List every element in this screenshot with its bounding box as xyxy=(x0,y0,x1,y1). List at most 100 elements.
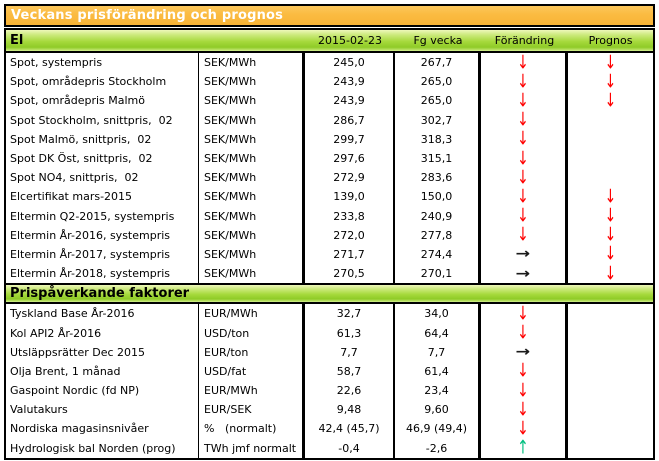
current-value: 58,7 xyxy=(305,361,395,381)
forecast-cell xyxy=(568,381,653,400)
current-value: 233,8 xyxy=(305,206,395,226)
row-unit: EUR/ton xyxy=(199,342,305,362)
forecast-cell: ↓ xyxy=(568,91,653,111)
table-row: Eltermin År-2017, systempris SEK/MWh 271… xyxy=(6,244,653,265)
previous-value: 274,4 xyxy=(395,244,481,265)
row-label: Hydrologisk bal Norden (prog) xyxy=(6,438,199,458)
forecast-cell xyxy=(568,304,653,323)
row-label: Spot, systempris xyxy=(6,53,199,73)
price-table: El 2015-02-23 Fg vecka Förändring Progno… xyxy=(4,28,655,460)
forecast-cell xyxy=(568,130,653,149)
column-header-date: 2015-02-23 xyxy=(318,34,382,47)
current-value: 42,4 (45,7) xyxy=(305,419,395,439)
row-unit: EUR/MWh xyxy=(199,304,305,324)
table-row: Eltermin År-2018, systempris SEK/MWh 270… xyxy=(6,264,653,284)
previous-value: 277,8 xyxy=(395,225,481,245)
arrow-down-icon: ↓ xyxy=(604,264,617,284)
arrow-down-icon: ↓ xyxy=(517,381,529,401)
row-label: Eltermin År-2017, systempris xyxy=(6,244,199,265)
current-value: 61,3 xyxy=(305,323,395,343)
current-value: 299,7 xyxy=(305,129,395,149)
forecast-cell xyxy=(568,323,653,342)
row-unit: SEK/MWh xyxy=(199,91,305,111)
arrow-down-icon: ↓ xyxy=(517,323,529,343)
row-label: Kol API2 År-2016 xyxy=(6,323,199,343)
forecast-cell: ↓ xyxy=(568,53,653,72)
change-cell: ↓ xyxy=(481,323,568,343)
arrow-down-icon: ↓ xyxy=(517,400,529,420)
forecast-cell xyxy=(568,111,653,130)
row-unit: SEK/MWh xyxy=(199,206,305,226)
table-row: Olja Brent, 1 månad USD/fat 58,7 61,4 ↓ xyxy=(6,361,653,381)
forecast-cell: ↓ xyxy=(568,226,653,245)
row-label: Valutakurs xyxy=(6,400,199,420)
previous-value: 283,6 xyxy=(395,168,481,188)
previous-value: 318,3 xyxy=(395,129,481,149)
row-unit: SEK/MWh xyxy=(199,53,305,73)
row-label: Elcertifikat mars-2015 xyxy=(6,187,199,207)
arrow-down-icon: ↓ xyxy=(517,187,529,207)
row-label: Spot Malmö, snittpris, 02 xyxy=(6,129,199,149)
row-unit: SEK/MWh xyxy=(199,168,305,188)
table-row: Utsläppsrätter Dec 2015 EUR/ton 7,7 7,7 … xyxy=(6,342,653,362)
change-cell: ↓ xyxy=(481,110,568,130)
change-cell: ↑ xyxy=(481,438,568,458)
change-cell: ↓ xyxy=(481,187,568,207)
previous-value: 270,1 xyxy=(395,264,481,284)
previous-value: 7,7 xyxy=(395,342,481,362)
current-value: 243,9 xyxy=(305,72,395,92)
arrow-down-icon: ↓ xyxy=(517,168,529,188)
el-rows: Spot, systempris SEK/MWh 245,0 267,7 ↓ ↓… xyxy=(6,53,653,284)
row-unit: USD/fat xyxy=(199,361,305,381)
previous-value: 9,60 xyxy=(395,400,481,420)
row-label: Spot DK Öst, snittpris, 02 xyxy=(6,148,199,169)
previous-value: 34,0 xyxy=(395,304,481,324)
current-value: 272,0 xyxy=(305,225,395,245)
row-unit: SEK/MWh xyxy=(199,72,305,92)
current-value: 22,6 xyxy=(305,381,395,401)
row-label: Nordiska magasinsnivåer xyxy=(6,419,199,439)
previous-value: 150,0 xyxy=(395,187,481,207)
row-unit: TWh jmf normalt xyxy=(199,438,305,458)
arrow-down-icon: ↓ xyxy=(517,148,529,169)
previous-value: 64,4 xyxy=(395,323,481,343)
change-cell: → xyxy=(481,264,568,284)
forecast-cell xyxy=(568,149,653,168)
arrow-right-icon: → xyxy=(515,246,531,263)
previous-value: 267,7 xyxy=(395,53,481,73)
previous-value: 23,4 xyxy=(395,381,481,401)
row-label: Spot, områdepris Stockholm xyxy=(6,72,199,92)
row-label: Olja Brent, 1 månad xyxy=(6,361,199,381)
change-cell: ↓ xyxy=(481,400,568,420)
row-label: Eltermin År-2018, systempris xyxy=(6,264,199,284)
previous-value: 265,0 xyxy=(395,91,481,111)
table-row: Spot, områdepris Malmö SEK/MWh 243,9 265… xyxy=(6,91,653,111)
current-value: 9,48 xyxy=(305,400,395,420)
report-table-wrapper: Veckans prisförändring och prognos El 20… xyxy=(4,4,655,460)
arrow-right-icon: → xyxy=(515,265,531,282)
arrow-down-icon: ↓ xyxy=(604,91,617,111)
forecast-cell: ↓ xyxy=(568,245,653,264)
table-row: Spot, systempris SEK/MWh 245,0 267,7 ↓ ↓ xyxy=(6,53,653,73)
table-row: Eltermin Q2-2015, systempris SEK/MWh 233… xyxy=(6,206,653,226)
arrow-down-icon: ↓ xyxy=(604,244,617,265)
row-label: Gaspoint Nordic (fd NP) xyxy=(6,381,199,401)
row-unit: SEK/MWh xyxy=(199,264,305,284)
arrow-down-icon: ↓ xyxy=(517,91,529,111)
current-value: 270,5 xyxy=(305,264,395,284)
arrow-down-icon: ↓ xyxy=(517,304,529,324)
current-value: 286,7 xyxy=(305,110,395,130)
forecast-cell xyxy=(568,168,653,187)
current-value: 271,7 xyxy=(305,244,395,265)
table-row: Nordiska magasinsnivåer % (normalt) 42,4… xyxy=(6,419,653,439)
previous-value: 302,7 xyxy=(395,110,481,130)
change-cell: ↓ xyxy=(481,419,568,439)
change-cell: ↓ xyxy=(481,53,568,73)
row-label: Spot, områdepris Malmö xyxy=(6,91,199,111)
column-header-change: Förändring xyxy=(494,34,555,47)
table-row: Spot Stockholm, snittpris, 02 SEK/MWh 28… xyxy=(6,110,653,130)
row-unit: EUR/SEK xyxy=(199,400,305,420)
row-unit: EUR/MWh xyxy=(199,381,305,401)
current-value: -0,4 xyxy=(305,438,395,458)
